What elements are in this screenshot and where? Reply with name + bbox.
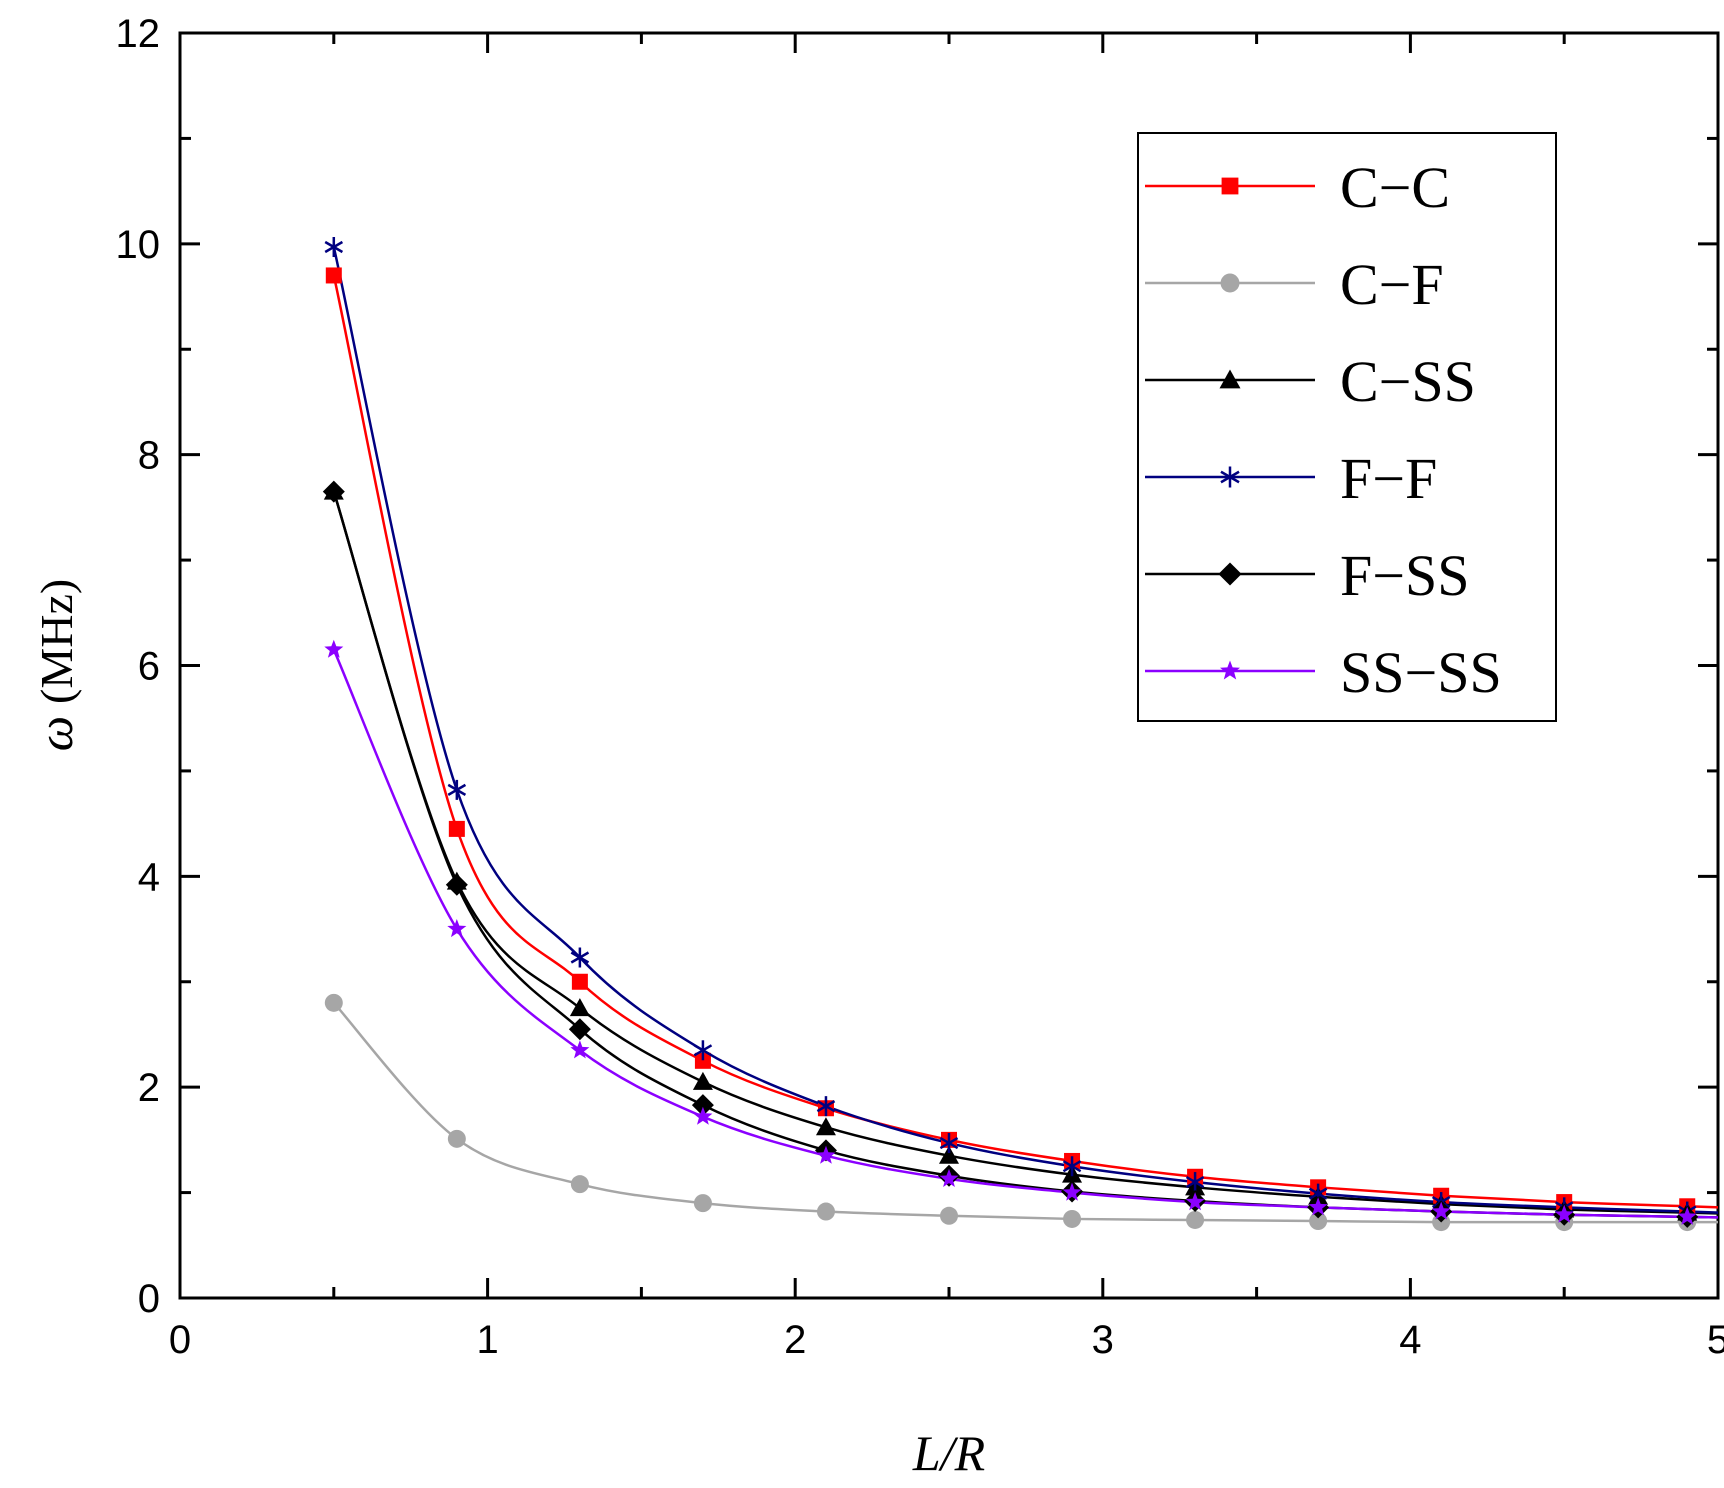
data-point-f-f	[693, 1040, 713, 1061]
legend-label-c-f: C−F	[1340, 252, 1444, 317]
legend-label-f-f: F−F	[1340, 446, 1437, 511]
y-axis-unit: (MHz)	[31, 579, 82, 704]
legend: C−C C−F C−SS F−F F−SS SS−SS	[1137, 132, 1557, 722]
y-axis-title: ω (MHz)	[27, 579, 83, 752]
data-point-c-ss	[569, 998, 590, 1017]
data-point-ss-ss	[1062, 1182, 1082, 1201]
series-line-c-ss	[332, 491, 1719, 1215]
data-point-c-f	[693, 1194, 712, 1213]
x-tick-label: 0	[169, 1318, 191, 1362]
data-point-c-f	[940, 1206, 958, 1225]
legend-label-c-c: C−C	[1340, 155, 1450, 220]
y-tick-label: 12	[116, 12, 161, 56]
data-point-c-ss	[692, 1071, 713, 1090]
data-point-c-f	[447, 1129, 466, 1148]
data-point-ss-ss	[447, 919, 467, 938]
x-tick-label: 3	[1092, 1318, 1114, 1362]
legend-marker-c-c	[1221, 177, 1239, 195]
data-point-f-ss	[691, 1094, 714, 1117]
x-tick-label: 2	[784, 1318, 806, 1362]
legend-label-f-ss: F−SS	[1340, 543, 1469, 608]
data-point-c-ss	[815, 1117, 836, 1136]
legend-label-ss-ss: SS−SS	[1340, 640, 1502, 705]
axis-ticks	[178, 31, 1720, 1300]
data-point-f-f	[816, 1096, 836, 1117]
legend-marker-f-ss	[1218, 562, 1242, 586]
x-tick-label: 5	[1707, 1318, 1724, 1362]
data-point-ss-ss	[1308, 1197, 1328, 1216]
data-point-ss-ss	[1431, 1201, 1451, 1220]
data-point-ss-ss	[324, 639, 344, 658]
y-tick-label: 0	[138, 1277, 160, 1321]
data-point-c-f	[1063, 1209, 1082, 1228]
data-point-ss-ss	[570, 1040, 590, 1059]
x-tick-label: 4	[1399, 1318, 1421, 1362]
data-point-c-c	[325, 267, 342, 284]
data-point-ss-ss	[816, 1145, 836, 1164]
legend-marker-c-ss	[1219, 369, 1241, 389]
data-point-c-f	[324, 993, 343, 1012]
series-line-c-f	[332, 1001, 1718, 1224]
data-point-f-f	[570, 947, 590, 968]
y-tick-label: 8	[138, 434, 160, 478]
series-line-f-f	[332, 246, 1719, 1214]
data-point-c-c	[694, 1052, 711, 1069]
data-point-c-f	[1186, 1210, 1205, 1229]
y-tick-label: 6	[138, 645, 160, 689]
y-tick-label: 2	[138, 1066, 160, 1110]
data-point-c-ss	[939, 1145, 959, 1164]
data-point-ss-ss	[693, 1106, 713, 1125]
data-point-f-f	[939, 1133, 959, 1154]
legend-marker-c-f	[1220, 273, 1240, 293]
data-point-ss-ss	[1185, 1192, 1205, 1211]
data-point-f-f	[447, 779, 467, 800]
data-point-f-ss	[445, 873, 468, 896]
legend-marker-ss-ss	[1220, 660, 1240, 680]
data-point-ss-ss	[939, 1168, 959, 1187]
data-point-c-f	[816, 1202, 835, 1221]
data-point-c-f	[1309, 1212, 1328, 1231]
data-point-f-f	[1185, 1172, 1205, 1193]
data-point-ss-ss	[1677, 1206, 1697, 1225]
x-axis-title: L/R	[912, 1425, 985, 1481]
legend-box	[1137, 132, 1557, 722]
y-tick-label: 4	[138, 855, 160, 899]
legend-label-c-ss: C−SS	[1340, 349, 1476, 414]
data-point-f-ss	[322, 480, 345, 503]
data-point-c-c	[571, 973, 588, 990]
data-point-c-c	[448, 820, 465, 837]
series-line-c-c	[332, 275, 1719, 1209]
data-point-f-f	[324, 236, 344, 257]
x-tick-label: 1	[476, 1318, 498, 1362]
svg-text:ω (MHz): ω (MHz)	[27, 579, 83, 752]
y-axis-symbol: ω	[27, 716, 83, 751]
data-point-f-f	[1062, 1156, 1082, 1177]
series-lines	[332, 246, 1719, 1224]
y-tick-label: 10	[116, 223, 161, 267]
series-markers	[322, 236, 1699, 1232]
legend-marker-f-f	[1220, 466, 1240, 488]
data-point-c-f	[570, 1175, 589, 1194]
data-point-f-ss	[568, 1018, 591, 1041]
data-point-ss-ss	[1554, 1204, 1574, 1223]
series-line-ss-ss	[332, 649, 1719, 1219]
